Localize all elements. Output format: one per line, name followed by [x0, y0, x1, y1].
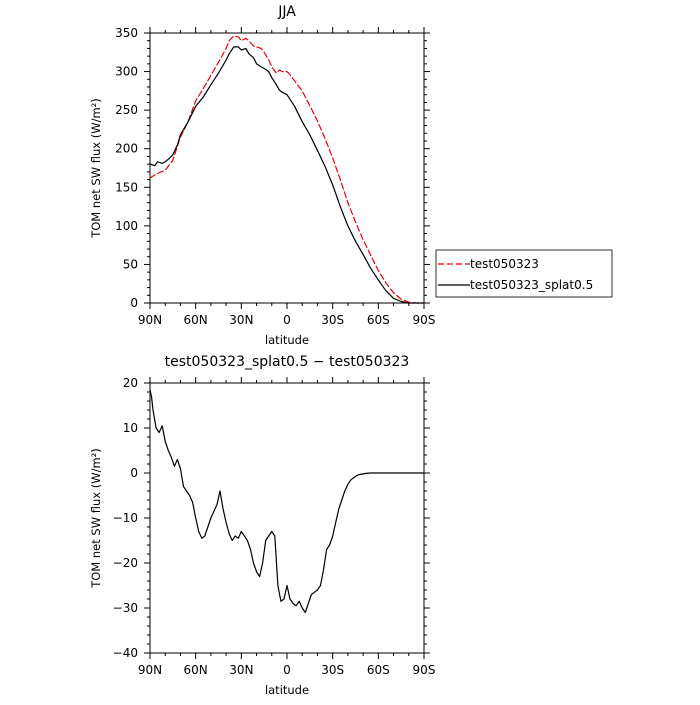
legend-label: test050323 [470, 257, 539, 271]
x-tick-label: 30S [321, 663, 344, 677]
y-axis-label: TOM net SW flux (W/m²) [89, 448, 103, 589]
x-tick-label: 60N [184, 313, 208, 327]
y-tick-label: 250 [115, 103, 138, 117]
panel-bottom: test050323_splat0.5 − test050323 90N 60N 30… [89, 354, 435, 697]
legend-label: test050323_splat0.5 [470, 278, 593, 292]
x-tick-label: 60N [184, 663, 208, 677]
y-tick-label: 0 [130, 296, 138, 310]
legend-box [435, 249, 613, 298]
y-tick-label: 200 [115, 142, 138, 156]
y-tick-label: −40 [113, 646, 138, 660]
x-axis-label: latitude [265, 333, 309, 347]
x-tick-label: 60S [367, 313, 390, 327]
x-tick-label: 90N [138, 313, 162, 327]
x-tick-label: 90N [138, 663, 162, 677]
y-tick-label: 0 [130, 466, 138, 480]
x-tick-label: 0 [283, 313, 291, 327]
series-line-difference [149, 389, 425, 614]
plot-frame [149, 32, 425, 304]
y-tick-label: −30 [113, 601, 138, 615]
y-tick-label: 100 [115, 219, 138, 233]
y-tick-label: 50 [123, 257, 138, 271]
x-tick-label: 60S [367, 663, 390, 677]
series-line-test050323-splat0-5 [149, 46, 425, 304]
x-tick-label: 30N [229, 313, 253, 327]
x-tick-label: 30N [229, 663, 253, 677]
x-tick-label: 30S [321, 313, 344, 327]
x-tick-label: 90S [413, 663, 436, 677]
chart-title: test050323_splat0.5 − test050323 [165, 354, 410, 370]
y-tick-label: −10 [113, 511, 138, 525]
panel-top: JJA 90N 60N 30N 0 30S 60S 90S 0 50 100 150 200 250 300… [89, 4, 613, 347]
x-axis-label: latitude [265, 683, 309, 697]
chart-title: JJA [277, 4, 296, 20]
y-tick-label: 20 [123, 376, 138, 390]
y-tick-label: −20 [113, 556, 138, 570]
x-tick-label: 0 [283, 663, 291, 677]
x-tick-label: 90S [413, 313, 436, 327]
y-tick-label: 350 [115, 26, 138, 40]
y-tick-label: 10 [123, 421, 138, 435]
plot-frame [149, 382, 425, 654]
y-tick-label: 150 [115, 180, 138, 194]
series-line-test050323 [149, 35, 425, 304]
y-tick-label: 300 [115, 65, 138, 79]
y-axis-label: TOM net SW flux (W/m²) [89, 98, 103, 239]
